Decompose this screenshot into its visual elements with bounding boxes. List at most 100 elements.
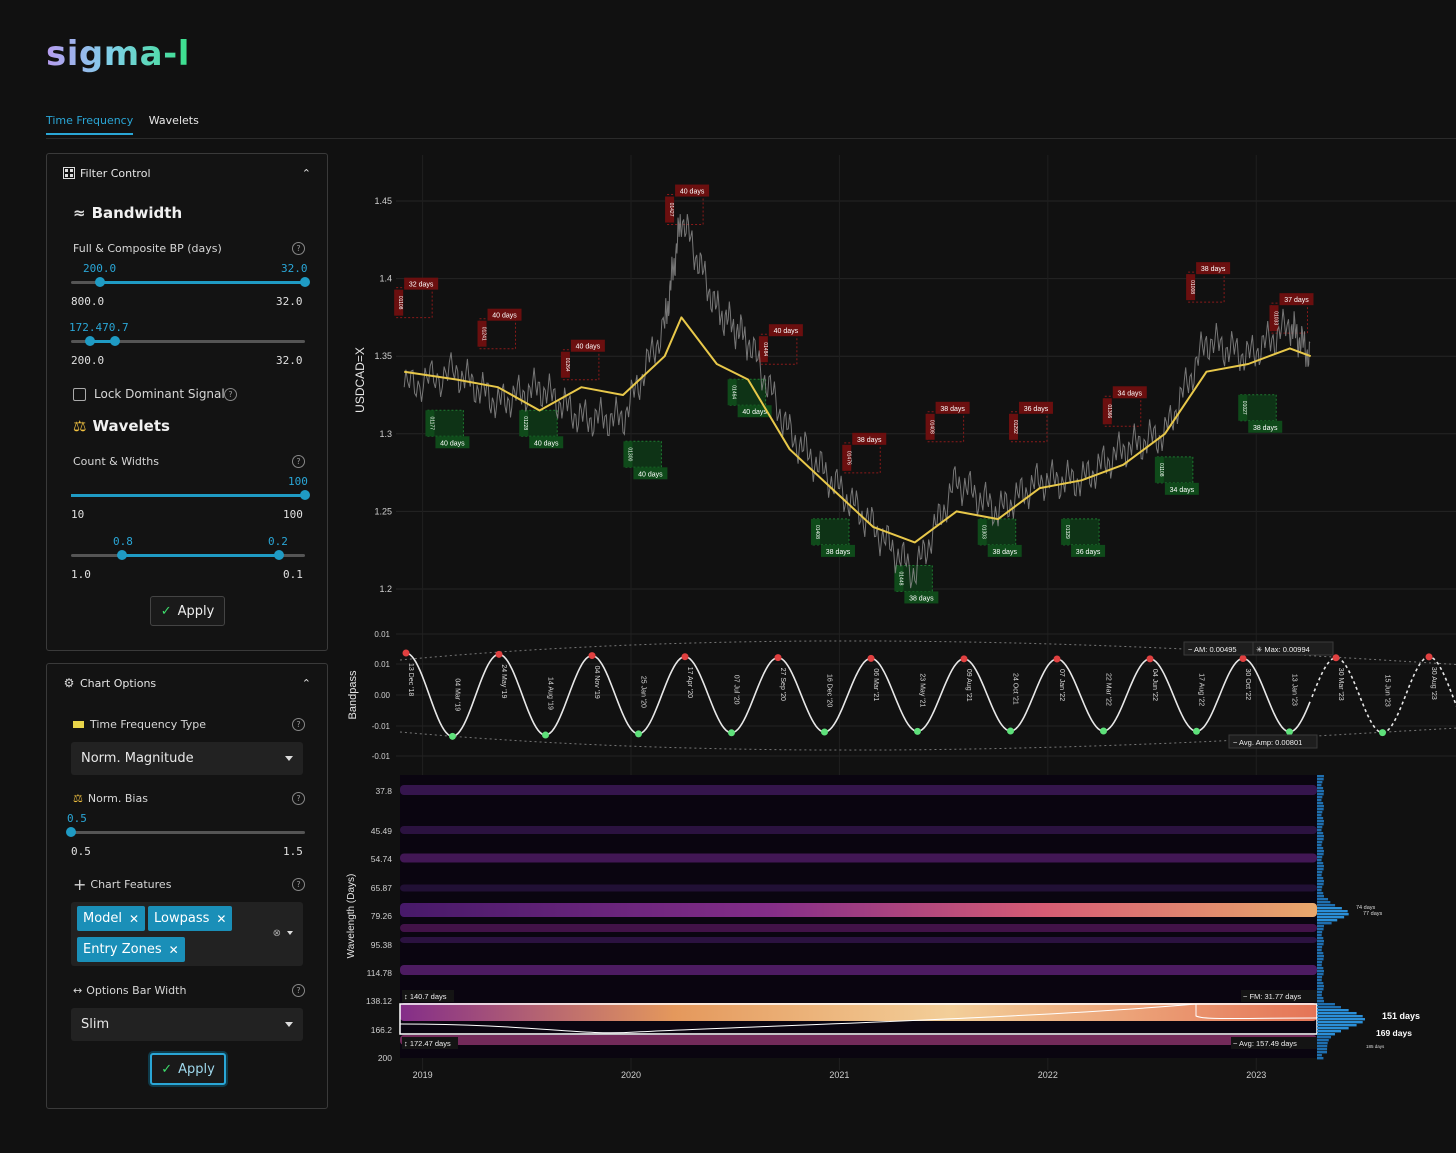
y-tick-label: 166.2 [371,1025,393,1035]
histogram-bar [1317,862,1324,865]
trough-label-box [987,544,1022,557]
peak-label-box [487,308,522,321]
gear-icon: ⚙ [63,676,75,690]
help-icon[interactable]: ? [292,242,305,255]
chart-features-multiselect[interactable]: Model ✕ Lowpass ✕ Entry Zones ✕ ⊗ [71,902,303,966]
histogram-bar [1317,916,1345,919]
x-tick-label: 2019 [413,1070,433,1080]
bandpass-trough-dot [1007,727,1014,735]
heatmap-band [400,785,1317,795]
bar-width-select[interactable]: Slim [71,1008,303,1041]
norm-bias-min: 0.5 [71,845,91,858]
chart-svg[interactable]: 1.45 1.4 1.35 1.3 1.25 1.2 USDCAD=X 32 days 0110… [336,140,1456,1149]
trough-tag-box [727,379,737,406]
peak-tag: 01108 [397,296,403,310]
histogram-bar [1317,967,1324,970]
help-icon[interactable]: ? [292,455,305,468]
histogram-bar [1317,865,1324,868]
trough-tag-box [519,410,529,437]
wavelet-width-min: 1.0 [71,568,91,581]
trough-label: 38 days [909,595,934,602]
wavelet-count-value: 100 [288,475,308,488]
bandpass-date-label: 06 Mar '21 [872,668,879,701]
peak-tag: 01484 [762,342,768,356]
norm-bias-slider[interactable] [66,824,305,840]
y-tick-label: 1.3 [379,429,392,439]
histogram-bar [1317,988,1324,991]
peak-zone: 40 days 01484 [758,324,803,365]
histogram-bar [1317,787,1324,790]
bandpass-trough-dot [1379,729,1386,737]
slider-handle[interactable] [117,550,128,560]
histogram-label: 151 days [1382,1011,1420,1021]
trough-tag: 01329 [1064,525,1070,539]
peak-tag: 01366 [1106,404,1112,418]
filter-apply-button[interactable]: ✓ Apply [150,596,225,626]
slider-handle[interactable] [95,277,106,287]
bandpass-trough-dot [635,730,642,738]
close-icon[interactable]: ✕ [216,911,227,926]
chevron-up-icon[interactable]: ⌃ [301,676,311,690]
peak-label: 34 days [1117,390,1142,397]
bp-range-slider-1[interactable] [71,274,310,290]
lock-dominant-checkbox[interactable] [73,388,86,401]
wavelet-count-slider[interactable] [71,487,310,503]
trough-zone: 40 days 01464 [727,378,772,418]
bandpass-date-label: 17 Aug '22 [1198,673,1205,706]
feature-chip-lowpass[interactable]: Lowpass ✕ [148,906,233,931]
peak-label-box [404,277,439,290]
max-badge [1252,641,1334,656]
help-icon[interactable]: ? [292,718,305,731]
slider-handle[interactable] [300,490,310,500]
histogram-label: 74 days [1356,905,1376,911]
tf-type-select[interactable]: Norm. Magnitude [71,742,303,775]
chart-options-header[interactable]: ⚙ Chart Options ⌃ [47,664,327,702]
histogram-bar [1317,799,1322,802]
histogram-bar [1317,835,1324,838]
help-icon[interactable]: ? [224,388,237,401]
caret-down-icon[interactable] [287,931,293,935]
y-tick-label: 200 [378,1053,392,1063]
feature-chip-model[interactable]: Model ✕ [77,906,146,931]
slider-handle[interactable] [300,277,310,287]
peak-label: 40 days [576,344,601,351]
trough-tag: 01108 [1158,463,1164,477]
histogram-label: 77 days [1363,911,1383,917]
filter-control-header[interactable]: Filter Control ⌃ [47,154,327,192]
histogram-bar [1317,952,1324,955]
help-icon[interactable]: ? [292,878,305,891]
bandpass-date-label: 30 Mar '23 [1337,668,1344,701]
trough-label: 40 days [742,409,767,416]
tab-time-frequency[interactable]: Time Frequency [46,114,134,135]
help-icon[interactable]: ? [292,792,305,805]
caret-down-icon [285,756,293,761]
close-icon[interactable]: ✕ [168,942,179,957]
trough-tag-box [894,565,904,592]
trough-label-box [1071,544,1106,557]
peak-tag: 01264 [564,358,570,372]
y-axis-label: USDCAD=X [353,347,367,413]
bp-range-slider-2[interactable] [71,333,305,349]
peak-tag-box [560,351,570,378]
wavelet-width-max: 0.1 [283,568,303,581]
peak-zone: 38 days 01476 [842,432,887,474]
tab-wavelets[interactable]: Wavelets [148,114,199,127]
slider-handle[interactable] [84,336,95,346]
help-icon[interactable]: ? [292,984,305,997]
bandpass-trough-dot [1193,727,1200,735]
histogram-bar [1317,829,1322,832]
clear-icon[interactable]: ⊗ [272,928,281,939]
bp-slider2-max: 32.0 [276,354,303,367]
slider-handle[interactable] [274,550,285,560]
slider-handle[interactable] [66,827,76,837]
feature-chip-entry-zones[interactable]: Entry Zones ✕ [77,937,185,962]
histogram-bar [1317,925,1324,928]
wavelet-width-slider[interactable] [71,547,305,563]
chevron-up-icon[interactable]: ⌃ [301,166,311,180]
slider-handle[interactable] [110,336,121,346]
close-icon[interactable]: ✕ [129,911,140,926]
histogram-bar [1317,922,1332,925]
fm-badge [1241,990,1317,1002]
histogram-bar [1317,982,1324,985]
chart-options-apply-button[interactable]: ✓ Apply [150,1053,226,1085]
